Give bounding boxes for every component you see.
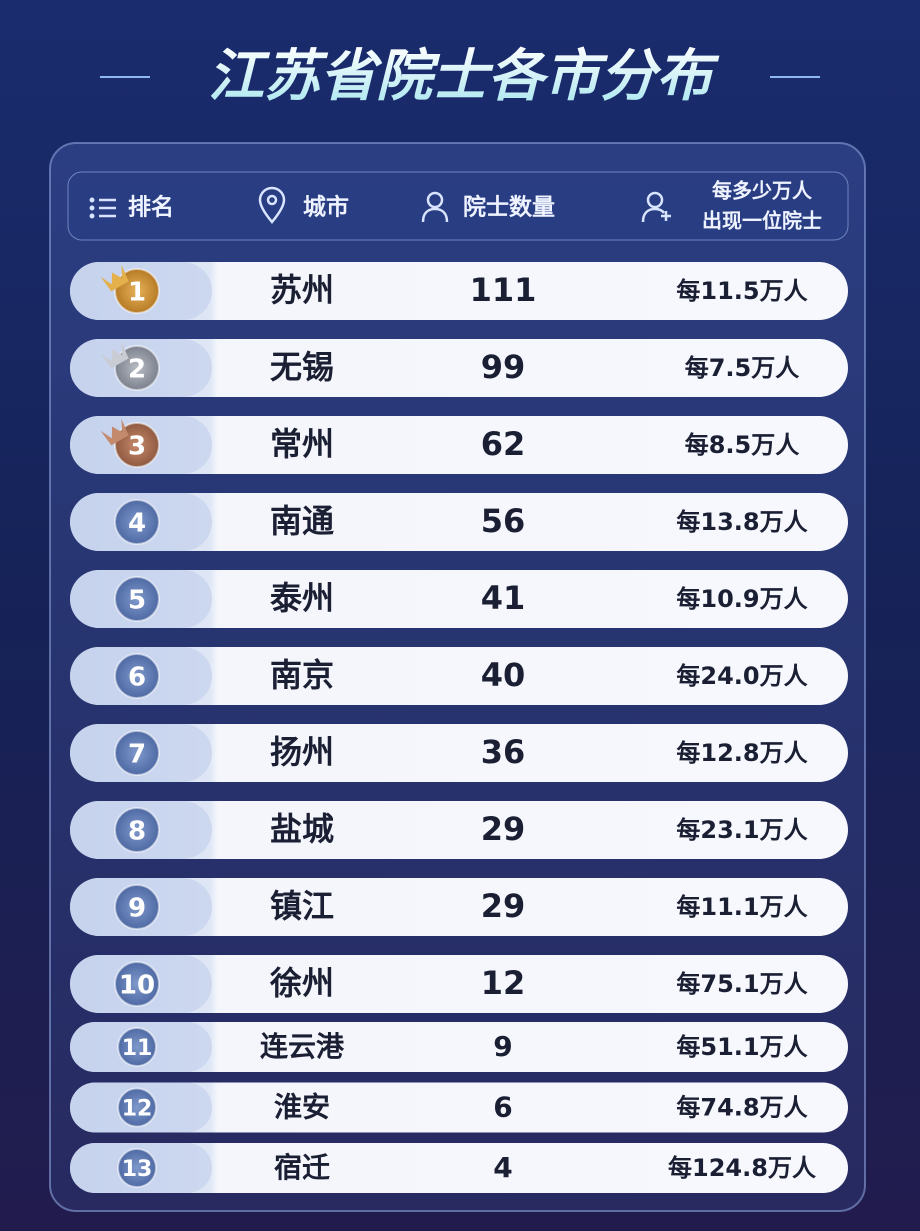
rank-badge: [117, 1148, 157, 1188]
title: 江苏省院士各市分布: [208, 44, 720, 109]
count: 111: [470, 271, 537, 309]
count: 6: [493, 1091, 512, 1124]
rank-number: 6: [128, 663, 146, 693]
count: 56: [481, 502, 526, 540]
city: 宿迁: [274, 1151, 330, 1184]
count: 4: [493, 1151, 512, 1184]
city: 常州: [270, 425, 334, 463]
count: 29: [481, 887, 526, 925]
rank-badge: [114, 499, 160, 545]
crown: [100, 418, 129, 446]
table-row: [70, 1022, 848, 1072]
table-row: [70, 1082, 848, 1133]
header-count: 院士数量: [463, 194, 555, 221]
rank-badge: [114, 653, 160, 699]
rank-badge: [117, 1087, 157, 1128]
rank-number: 8: [128, 817, 146, 847]
rank-badge: [114, 884, 160, 930]
city: 南京: [270, 656, 334, 694]
crown: [100, 341, 129, 369]
table-row: [70, 493, 848, 551]
count: 99: [481, 348, 526, 386]
count: 9: [493, 1030, 512, 1063]
city: 徐州: [269, 964, 334, 1002]
header-row: [67, 171, 849, 241]
table-row: [70, 416, 848, 474]
per-capita: 每13.8万人: [676, 508, 807, 536]
table-row: [70, 339, 848, 397]
rank-number: 10: [119, 971, 155, 1001]
count: 41: [481, 579, 526, 617]
table-row: [70, 570, 848, 628]
rank-badge: [114, 576, 160, 622]
per-capita: 每51.1万人: [676, 1033, 807, 1061]
city: 淮安: [274, 1091, 330, 1124]
per-capita: 每124.8万人: [668, 1154, 816, 1182]
rank-badge: [114, 807, 160, 853]
per-capita: 每12.8万人: [676, 739, 807, 767]
city: 苏州: [270, 271, 334, 309]
rank-badge: [114, 730, 160, 776]
count: 36: [481, 733, 526, 771]
header-rank: 排名: [128, 194, 174, 221]
city: 无锡: [270, 348, 334, 386]
rank-number: 7: [128, 740, 146, 770]
per-capita: 每7.5万人: [685, 354, 800, 382]
city: 扬州: [270, 733, 334, 771]
rank-badge: [114, 961, 160, 1007]
table-row: [70, 878, 848, 936]
city: 连云港: [260, 1030, 345, 1063]
per-capita: 每10.9万人: [676, 585, 807, 613]
table-row: [70, 801, 848, 859]
count: 29: [481, 810, 526, 848]
count: 40: [481, 656, 526, 694]
per-capita: 每23.1万人: [676, 816, 807, 844]
table-row: [70, 647, 848, 705]
city: 盐城: [270, 810, 334, 848]
per-capita: 每74.8万人: [676, 1094, 807, 1122]
table-row: [70, 1143, 848, 1193]
count: 12: [481, 964, 526, 1002]
table-row: [70, 724, 848, 782]
table-row: [70, 955, 848, 1013]
header-per-capita: 每多少万人: [712, 179, 813, 203]
per-capita: 每8.5万人: [685, 431, 800, 459]
header-city: 城市: [303, 194, 349, 221]
per-capita: 每11.1万人: [676, 893, 807, 921]
rank-number: 9: [128, 894, 146, 924]
count: 62: [481, 425, 526, 463]
rank-number: 11: [122, 1036, 153, 1061]
rank-number: 2: [128, 355, 146, 385]
rank-number: 4: [128, 509, 146, 539]
crown: [100, 264, 129, 292]
rank-number: 3: [128, 432, 146, 462]
rank-number: 5: [128, 586, 146, 616]
per-capita: 每24.0万人: [676, 662, 807, 690]
rank-number: 12: [122, 1097, 153, 1122]
header-icons: [89, 186, 671, 224]
rank-badge: [117, 1027, 157, 1067]
table-row: [70, 262, 848, 320]
per-capita: 每11.5万人: [676, 277, 807, 305]
city: 镇江: [270, 887, 334, 925]
rank-number: 1: [128, 278, 146, 308]
header-per-capita: 出现一位院士: [702, 209, 822, 233]
city: 南通: [270, 502, 334, 540]
rank-number: 13: [122, 1157, 153, 1182]
city: 泰州: [270, 579, 334, 617]
per-capita: 每75.1万人: [676, 970, 807, 998]
